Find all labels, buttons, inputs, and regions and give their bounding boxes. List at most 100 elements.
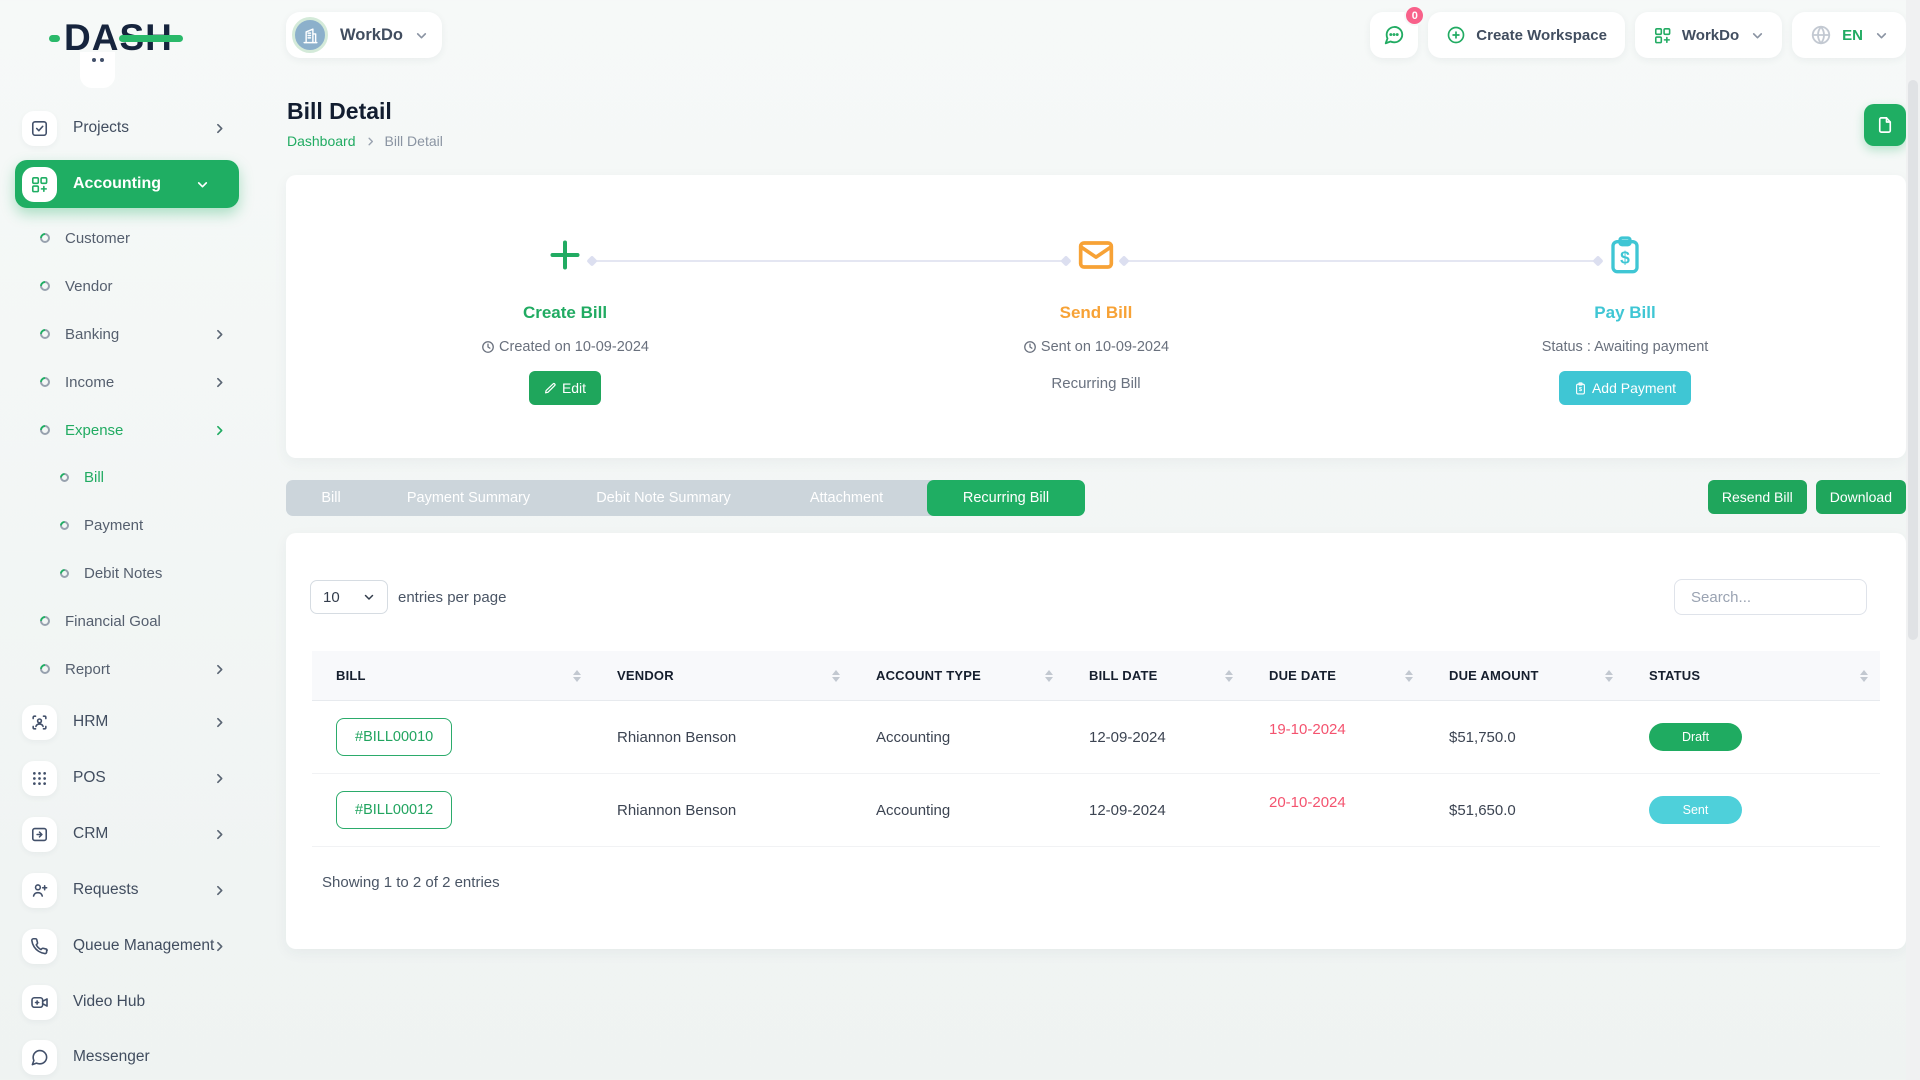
create-workspace-button[interactable]: Create Workspace	[1428, 12, 1625, 58]
user-scan-icon	[22, 704, 57, 740]
sidebar-item-label: POS	[73, 769, 106, 786]
vendor-cell: Rhiannon Benson	[617, 801, 737, 819]
edit-bill-button[interactable]: Edit	[528, 371, 602, 405]
sidebar-item-financial-goal[interactable]: Financial Goal	[0, 597, 256, 645]
plus-icon	[405, 175, 725, 275]
sidebar-item-queue-management[interactable]: Queue Management	[0, 922, 256, 970]
grid-icon	[1653, 26, 1672, 45]
tab-recurring-bill[interactable]: Recurring Bill	[927, 480, 1085, 516]
add-payment-button[interactable]: Add Payment	[1558, 371, 1692, 405]
bullet-icon	[37, 374, 53, 390]
sidebar-item-payment[interactable]: Payment	[0, 501, 256, 549]
sidebar-item-video-hub[interactable]: Video Hub	[0, 978, 256, 1026]
tab-attachment[interactable]: Attachment	[809, 490, 884, 506]
mail-icon	[936, 175, 1256, 275]
app-logo[interactable]: DASH	[49, 17, 183, 58]
column-header-vendor[interactable]: VENDOR	[593, 651, 852, 700]
sidebar-item-requests[interactable]: Requests	[0, 866, 256, 914]
pencil-icon	[544, 382, 557, 395]
account-type-cell: Accounting	[876, 801, 951, 819]
sidebar-item-label: Report	[65, 660, 111, 678]
language-dropdown[interactable]: EN	[1792, 12, 1906, 58]
chevron-right-icon	[213, 328, 226, 341]
step-subtitle-text: Status : Awaiting payment	[1541, 339, 1709, 355]
bill-number-link[interactable]: #BILL00012	[336, 791, 453, 829]
entries-per-page-value: 10	[323, 588, 340, 606]
check-square-icon	[22, 110, 57, 146]
workspace-dropdown-label: WorkDo	[1681, 26, 1740, 44]
sidebar-item-hrm[interactable]: HRM	[0, 698, 256, 746]
sidebar-item-projects[interactable]: Projects	[0, 104, 256, 152]
chevron-down-icon	[363, 591, 375, 603]
clipboard-dollar-icon	[1465, 175, 1785, 275]
sidebar-item-vendor[interactable]: Vendor	[0, 262, 256, 310]
breadcrumb-dashboard-link[interactable]: Dashboard	[287, 133, 356, 149]
sidebar-item-label: Accounting	[73, 175, 161, 192]
sidebar-item-messenger[interactable]: Messenger	[0, 1033, 256, 1080]
tab-bill[interactable]: Bill	[321, 490, 341, 506]
tab-bar: Bill Payment Summary Debit Note Summary …	[286, 480, 1085, 516]
sidebar-item-label: Video Hub	[73, 993, 146, 1010]
chevron-right-icon	[213, 884, 226, 897]
sidebar-item-banking[interactable]: Banking	[0, 310, 256, 358]
recurring-bill-note: Recurring Bill	[1051, 375, 1141, 392]
step-title: Send Bill	[1059, 303, 1133, 322]
status-badge[interactable]: Sent	[1649, 796, 1742, 824]
column-header-bill[interactable]: BILL	[312, 651, 593, 700]
sidebar-item-label: Projects	[73, 119, 129, 136]
workspace-dropdown[interactable]: WorkDo	[1634, 12, 1783, 58]
status-badge[interactable]: Draft	[1649, 723, 1742, 751]
sidebar-item-label: Bill	[84, 468, 105, 486]
document-button[interactable]	[1864, 104, 1906, 146]
bullet-icon	[58, 518, 71, 532]
step-subtitle: Status : Awaiting payment	[1465, 339, 1785, 355]
sidebar-item-report[interactable]: Report	[0, 645, 256, 693]
bullet-icon	[58, 566, 71, 580]
entries-per-page-select[interactable]: 10	[310, 580, 388, 614]
bullet-icon	[37, 613, 53, 629]
bullet-icon	[37, 422, 53, 438]
sidebar-item-crm[interactable]: CRM	[0, 810, 256, 858]
entries-per-page-label: entries per page	[398, 589, 507, 606]
sidebar-item-customer[interactable]: Customer	[0, 214, 256, 262]
resend-bill-button[interactable]: Resend Bill	[1707, 480, 1807, 514]
search-input[interactable]	[1674, 579, 1867, 615]
sidebar-item-label: Queue Management	[73, 937, 215, 954]
edit-bill-label: Edit	[561, 380, 587, 396]
sort-icon	[1405, 669, 1413, 682]
bill-number-link[interactable]: #BILL00010	[336, 718, 453, 756]
sidebar-item-pos[interactable]: POS	[0, 754, 256, 802]
tab-debit-note-summary[interactable]: Debit Note Summary	[596, 490, 731, 506]
chevron-right-icon	[213, 940, 226, 953]
bill-date-cell: 12-09-2024	[1089, 728, 1166, 746]
clock-icon	[1023, 340, 1037, 354]
phone-icon	[22, 928, 57, 964]
sidebar-item-bill[interactable]: Bill	[0, 453, 256, 501]
sidebar-item-debit-notes[interactable]: Debit Notes	[0, 549, 256, 597]
column-header-status[interactable]: STATUS	[1625, 651, 1880, 700]
workspace-selector[interactable]: WorkDo	[286, 12, 442, 58]
column-header-due-amount[interactable]: DUE AMOUNT	[1425, 651, 1625, 700]
page-scrollbar[interactable]	[1906, 0, 1920, 1080]
sidebar-item-accounting[interactable]: Accounting	[15, 160, 239, 208]
breadcrumb-current: Bill Detail	[384, 133, 443, 149]
sidebar-item-label: Expense	[65, 421, 124, 439]
tab-payment-summary[interactable]: Payment Summary	[406, 490, 531, 506]
download-button[interactable]: Download	[1815, 480, 1906, 514]
step-title: Pay Bill	[1594, 303, 1656, 322]
sidebar-item-income[interactable]: Income	[0, 358, 256, 406]
top-bar: WorkDo 0 Create Workspace WorkDo EN	[286, 0, 1906, 72]
add-payment-label: Add Payment	[1591, 380, 1677, 396]
messages-button[interactable]: 0	[1370, 5, 1426, 58]
column-header-bill-date[interactable]: BILL DATE	[1065, 651, 1245, 700]
sidebar-item-label: Debit Notes	[84, 564, 163, 582]
scrollbar-thumb[interactable]	[1908, 80, 1918, 640]
plus-circle-icon	[1446, 25, 1466, 45]
column-header-account-type[interactable]: ACCOUNT TYPE	[852, 651, 1065, 700]
sidebar-item-expense[interactable]: Expense	[0, 406, 256, 454]
language-label: EN	[1842, 26, 1863, 44]
chat-dots-icon	[1383, 24, 1405, 46]
sort-icon	[832, 669, 840, 682]
step-subtitle: Created on 10-09-2024	[405, 339, 725, 355]
column-header-due-date[interactable]: DUE DATE	[1245, 651, 1425, 700]
